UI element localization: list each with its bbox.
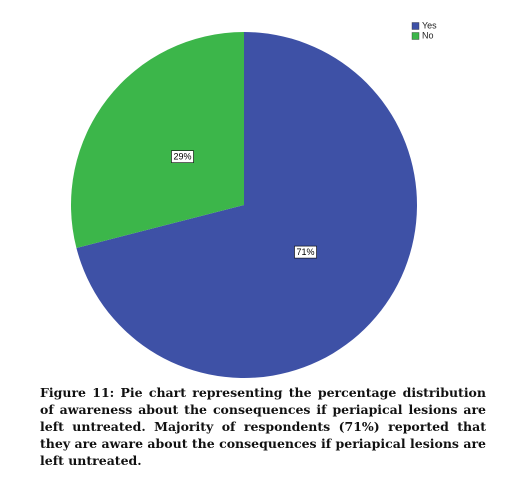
data-label: 71% [297, 247, 315, 257]
legend-swatch [411, 22, 420, 30]
legend-label: Yes [422, 20, 437, 30]
data-label-box [294, 245, 317, 259]
legend-swatch [411, 32, 420, 40]
caption: Figure 11: Pie chart representing the pe… [40, 385, 486, 468]
pie-slice [71, 32, 244, 249]
pie-slice [76, 32, 418, 378]
legend-label: No [422, 30, 434, 40]
data-label-box [171, 150, 194, 163]
data-label: 29% [173, 152, 191, 162]
